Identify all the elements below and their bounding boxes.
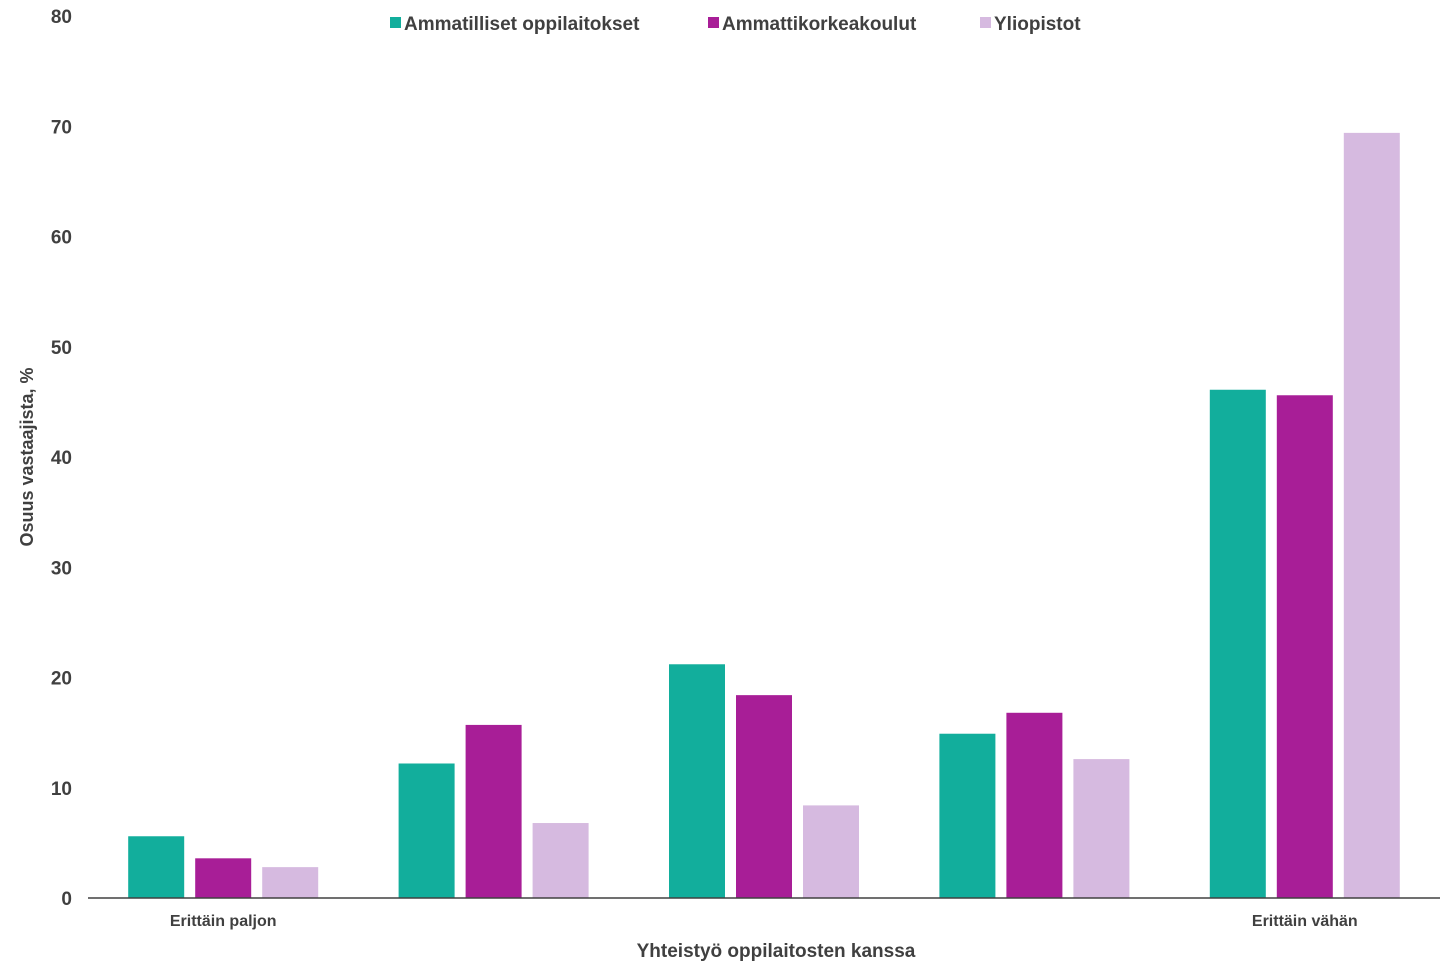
bar-2-2: [465, 724, 522, 898]
bar-2-5: [1276, 395, 1333, 898]
legend-label-3: Yliopistot: [994, 14, 1081, 35]
bar-1-1: [128, 836, 185, 898]
x-tick-label: Erittäin vähän: [1252, 913, 1358, 930]
legend-label-1: Ammatilliset oppilaitokset: [404, 14, 640, 35]
y-axis-ticks: 0 10 20 30 40 50 60 70 80: [51, 7, 72, 910]
legend-swatch-3: [980, 17, 991, 28]
bar-2-1: [195, 858, 252, 898]
y-tick-label: 70: [51, 117, 72, 138]
bar-1-3: [669, 664, 725, 898]
legend-label-2: Ammattikorkeakoulut: [722, 14, 917, 35]
y-tick-label: 40: [51, 448, 72, 469]
y-tick-label: 10: [51, 779, 72, 800]
bar-2-4: [1006, 712, 1063, 898]
y-tick-label: 60: [51, 228, 72, 249]
bar-3-5: [1343, 132, 1400, 899]
bar-1-2: [398, 763, 455, 898]
y-tick-label: 50: [51, 338, 72, 359]
x-axis-label: Yhteistyö oppilaitosten kanssa: [637, 941, 916, 962]
y-tick-label: 30: [51, 558, 72, 579]
y-tick-label: 0: [61, 889, 72, 910]
bar-2-3: [736, 695, 792, 898]
y-tick-label: 20: [51, 669, 72, 690]
bars: [128, 132, 1400, 899]
bar-3-2: [532, 823, 589, 898]
x-axis-ticks: Erittäin paljon Erittäin vähän: [170, 913, 1358, 930]
legend-swatch-2: [708, 17, 719, 28]
bar-1-5: [1209, 389, 1266, 898]
bar-3-3: [803, 805, 859, 898]
y-tick-label: 80: [51, 7, 72, 28]
legend-swatch-1: [390, 17, 401, 28]
bar-1-4: [939, 733, 996, 898]
x-tick-label: Erittäin paljon: [170, 913, 277, 930]
legend: Ammatilliset oppilaitokset Ammattikorkeak…: [390, 14, 1081, 35]
y-axis-label: Osuus vastaajista, %: [17, 367, 37, 546]
bar-3-1: [262, 867, 319, 898]
bar-3-4: [1073, 759, 1130, 898]
